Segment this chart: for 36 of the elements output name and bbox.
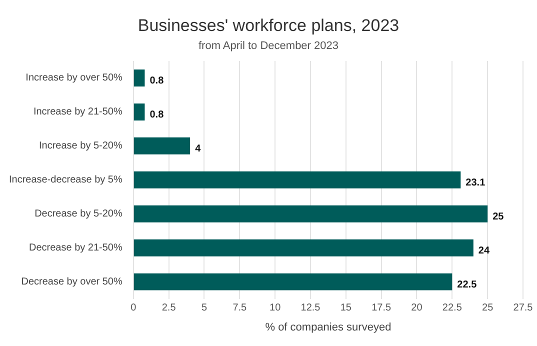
data-label: 0.8 bbox=[150, 110, 164, 121]
data-label: 24 bbox=[478, 246, 490, 257]
data-label: 0.8 bbox=[150, 76, 164, 87]
x-tick-label: 5 bbox=[201, 302, 208, 314]
bar bbox=[134, 239, 474, 256]
y-tick-label: Decrease by 5-20% bbox=[34, 208, 122, 220]
y-tick-label: Increase by 21-50% bbox=[33, 106, 122, 118]
x-tick-label: 22.5 bbox=[442, 302, 462, 314]
bar bbox=[134, 69, 145, 86]
y-tick-label: Increase by 5-20% bbox=[39, 140, 122, 152]
x-axis-title: % of companies surveyed bbox=[265, 321, 392, 334]
y-tick-label: Decrease by over 50% bbox=[21, 276, 122, 288]
x-tick-label: 17.5 bbox=[372, 302, 392, 314]
data-label: 22.5 bbox=[457, 280, 478, 291]
x-tick-label: 20 bbox=[411, 302, 423, 314]
y-tick-label: Decrease by 21-50% bbox=[29, 242, 122, 254]
bar bbox=[134, 171, 461, 188]
bar bbox=[134, 273, 452, 290]
y-tick-label: Increase by over 50% bbox=[26, 72, 122, 84]
x-tick-label: 25 bbox=[482, 302, 494, 314]
chart-subtitle: from April to December 2023 bbox=[197, 40, 340, 52]
x-tick-label: 27.5 bbox=[513, 302, 534, 314]
x-tick-label: 10 bbox=[270, 302, 282, 314]
chart-title: Businesses' workforce plans, 2023 bbox=[136, 16, 400, 36]
bar bbox=[134, 137, 190, 154]
data-label: 23.1 bbox=[466, 178, 486, 189]
x-tick-label: 12.5 bbox=[300, 302, 321, 314]
x-tick-label: 0 bbox=[130, 302, 137, 314]
data-label: 4 bbox=[195, 144, 202, 155]
x-tick-label: 15 bbox=[340, 302, 352, 314]
x-tick-label: 2.5 bbox=[162, 302, 176, 314]
x-tick-label: 7.5 bbox=[232, 302, 248, 314]
y-tick-label: Increase-decrease by 5% bbox=[8, 174, 122, 186]
data-label: 25 bbox=[492, 212, 504, 223]
bar bbox=[134, 103, 145, 120]
bar bbox=[134, 205, 488, 222]
